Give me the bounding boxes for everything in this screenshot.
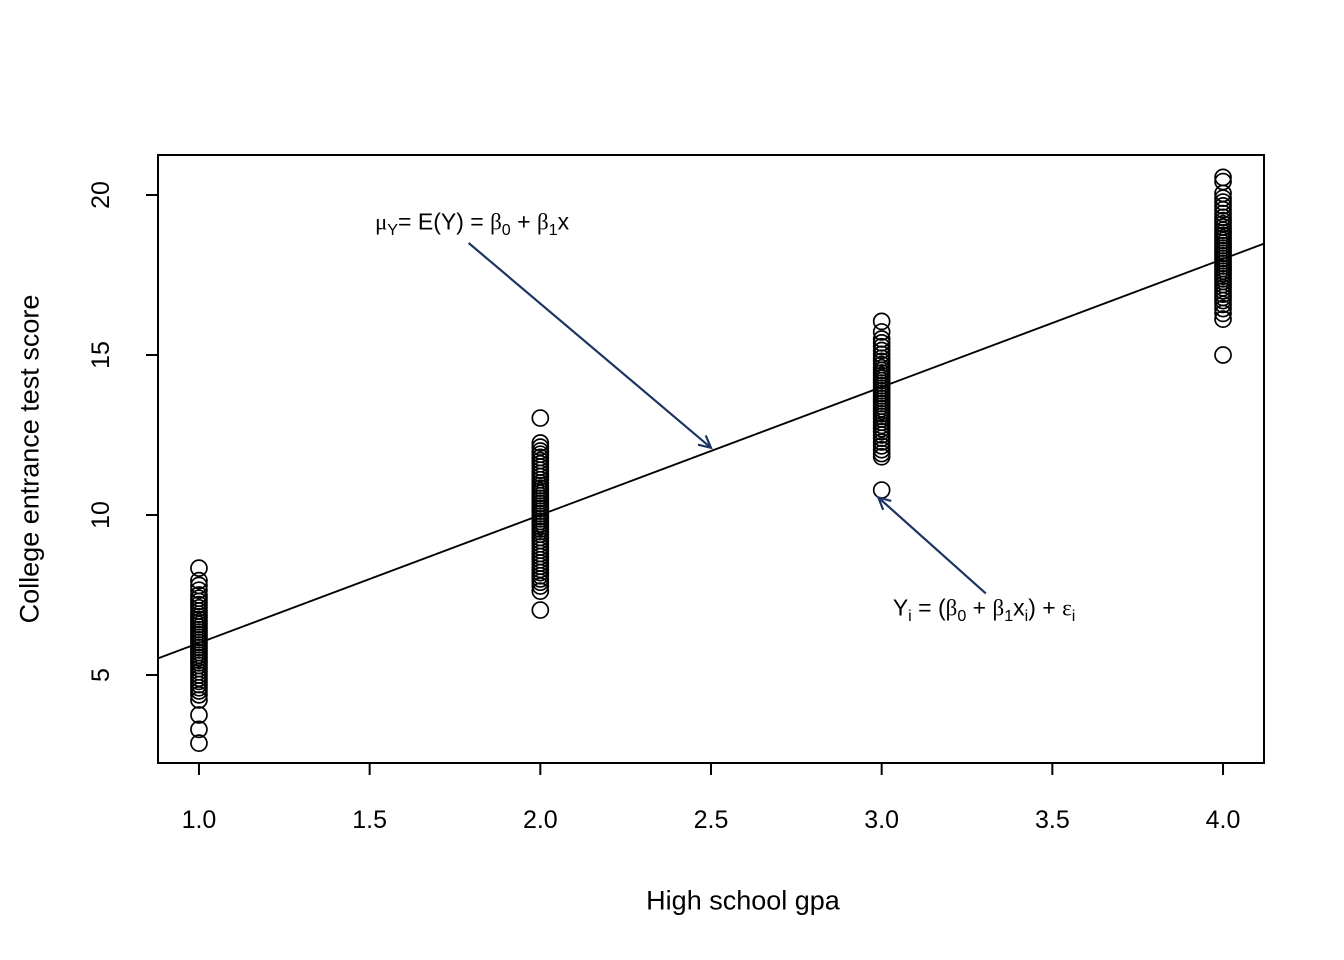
data-point: [1214, 295, 1232, 314]
formula-segment: μ: [374, 209, 388, 235]
data-point: [1214, 304, 1232, 323]
data-point: [1214, 291, 1232, 310]
formula-segment: = E(Y) =: [398, 208, 491, 235]
formula-segment: +: [966, 594, 993, 621]
data-point: [872, 481, 891, 499]
data-points-gpa-1: [190, 559, 208, 753]
x-axis-title: High school gpa: [646, 885, 840, 916]
data-point: [190, 706, 208, 724]
formula-segment: +: [510, 208, 537, 235]
data-point: [1214, 310, 1232, 329]
data-point: [190, 734, 208, 753]
data-point: [531, 434, 550, 452]
formula-segment: ) +: [1028, 594, 1063, 621]
data-point: [531, 601, 550, 619]
y-axis-title: College entrance test score: [14, 294, 45, 624]
formula-segment: ε: [1062, 595, 1072, 621]
data-point: [190, 691, 208, 709]
x-tick-label: 2.5: [694, 806, 729, 834]
data-points-gpa-3: [872, 312, 891, 499]
y-axis: 5 10 15 20: [87, 181, 158, 682]
data-point: [190, 682, 208, 700]
formula-subscript: i: [1071, 606, 1076, 625]
x-tick-label: 1.0: [182, 806, 217, 834]
x-tick-label: 4.0: [1206, 806, 1241, 834]
data-point: [190, 720, 208, 739]
formula-segment: = (: [911, 594, 946, 621]
data-point: [872, 337, 891, 356]
formula-subscript: i: [1024, 606, 1029, 625]
data-point: [531, 573, 550, 592]
x-axis: 1.0 1.5 2.0 2.5 3.0 3.5 4.0: [182, 763, 1241, 834]
data-point: [872, 440, 891, 459]
formula-subscript: 0: [501, 221, 511, 240]
plot-box: [157, 154, 1265, 764]
x-tick-label: 3.0: [864, 806, 899, 834]
data-point: [531, 577, 550, 595]
data-point: [531, 409, 550, 427]
data-point: [872, 437, 891, 455]
data-point: [872, 312, 891, 331]
formula-segment: x: [1013, 594, 1025, 621]
formula-segment: x: [557, 208, 570, 235]
formula-segment: β: [945, 595, 958, 621]
data-point: [531, 582, 550, 601]
annotation-arrow-observation-model: [876, 495, 987, 595]
y-tick-label: 5: [87, 668, 115, 682]
data-point: [872, 341, 891, 360]
x-tick-label: 3.5: [1035, 806, 1070, 834]
formula-subscript: 1: [1004, 606, 1014, 625]
data-point: [872, 433, 891, 451]
data-point: [190, 559, 208, 577]
formula-segment: β: [992, 595, 1005, 621]
formula-segment: β: [490, 209, 502, 235]
formula-segment: β: [536, 209, 549, 235]
y-tick-label: 15: [87, 341, 115, 369]
data-points-gpa-4: [1214, 168, 1232, 364]
data-point: [1214, 197, 1232, 215]
formula-subscript: Y: [387, 221, 399, 240]
data-point: [1214, 200, 1232, 219]
data-points-gpa-2: [531, 409, 550, 619]
data-point: [190, 685, 208, 704]
x-tick-label: 2.0: [523, 806, 558, 834]
annotation-arrow-mean-function: [467, 242, 713, 450]
data-point: [872, 323, 891, 341]
data-point: [190, 571, 208, 590]
data-point: [1214, 299, 1232, 318]
data-point: [872, 447, 891, 466]
regression-line: [157, 242, 1265, 660]
formula-subscript: 1: [548, 221, 558, 240]
data-point: [1214, 168, 1232, 187]
x-tick-label: 1.5: [352, 806, 387, 834]
formula-segment: Y: [892, 594, 909, 621]
formula-subscript: i: [908, 606, 912, 625]
annotation-mean-function: μY= E(Y) = β0 + β1x: [374, 208, 570, 240]
annotation-observation-model: Yi = (β0 + β1xi) + εi: [892, 594, 1076, 624]
y-tick-label: 20: [87, 181, 115, 209]
formula-subscript: 0: [957, 606, 967, 625]
y-tick-label: 10: [87, 501, 115, 529]
data-point: [190, 581, 208, 600]
data-point: [1214, 346, 1232, 364]
